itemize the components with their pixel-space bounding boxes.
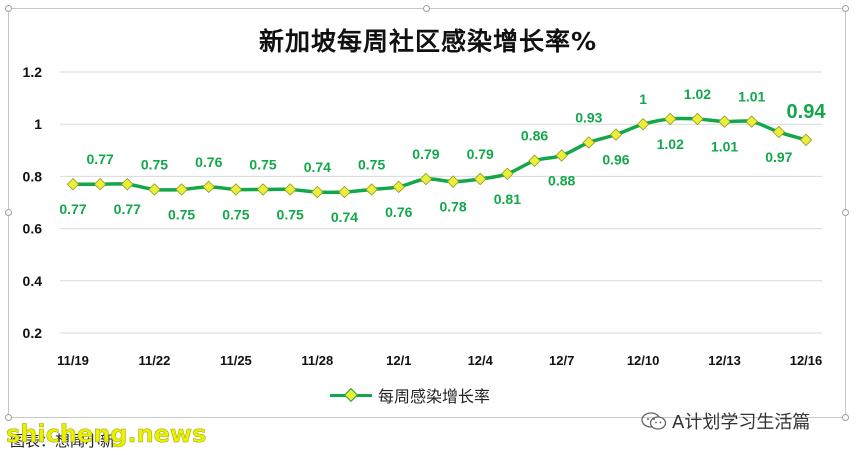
x-tick-label: 11/22: [139, 353, 171, 368]
data-label: 0.75: [222, 206, 249, 222]
x-tick-label: 11/28: [301, 353, 333, 368]
data-point-marker: [718, 115, 731, 128]
data-point-marker: [473, 172, 487, 186]
data-label: 0.78: [439, 199, 466, 215]
y-tick-label: 0.6: [23, 221, 43, 237]
y-tick-label: 1: [34, 116, 42, 132]
y-tick-label: 0.4: [23, 273, 43, 289]
data-point-marker: [311, 185, 324, 199]
data-point-marker: [148, 183, 161, 196]
data-point-marker: [745, 115, 758, 128]
data-point-marker: [93, 178, 107, 191]
data-label: 0.77: [87, 151, 114, 167]
series-line: [73, 116, 807, 195]
data-point-marker: [799, 133, 813, 147]
data-label: 1.01: [711, 139, 738, 155]
data-point-marker: [66, 178, 80, 191]
data-label: 0.74: [331, 209, 358, 225]
resize-handle-bottom-right[interactable]: [842, 414, 849, 421]
data-label: 0.81: [494, 191, 521, 207]
x-tick-label: 12/7: [549, 353, 574, 368]
x-tick-label: 11/19: [57, 353, 89, 368]
data-point-marker: [691, 112, 704, 126]
data-point-marker: [664, 112, 677, 126]
resize-handle-bottom-left[interactable]: [5, 414, 12, 421]
resize-handle-top-right[interactable]: [842, 5, 849, 12]
data-label: 0.75: [141, 156, 168, 172]
data-label: 0.76: [385, 204, 412, 220]
legend-label: 每周感染增长率: [378, 387, 491, 406]
data-label: 0.75: [358, 156, 385, 172]
data-point-marker: [256, 183, 270, 196]
data-label: 1.02: [684, 86, 711, 102]
data-point-marker: [229, 183, 243, 196]
data-label: 0.75: [168, 206, 195, 222]
data-point-marker: [636, 117, 650, 131]
y-tick-label: 0.2: [23, 325, 43, 341]
legend-line-swatch: [330, 387, 372, 402]
data-label: 0.86: [521, 128, 548, 144]
data-point-marker: [609, 128, 623, 141]
legend: 每周感染增长率: [330, 384, 490, 406]
x-tick-label: 12/1: [386, 353, 411, 368]
data-label: 1.01: [738, 89, 765, 105]
data-label: 0.77: [114, 201, 141, 217]
watermark-text: shicheng.news: [6, 420, 207, 449]
data-point-marker: [446, 175, 460, 188]
data-point-marker: [555, 149, 568, 162]
data-point-marker: [365, 183, 378, 196]
chart-title: 新加坡每周社区感染增长率%: [258, 27, 598, 56]
data-label: 0.75: [249, 156, 276, 172]
data-label: 0.77: [59, 201, 86, 217]
y-tick-label: 0.8: [23, 168, 43, 184]
data-label: 0.97: [765, 149, 792, 165]
data-label: 1.02: [657, 136, 684, 152]
data-point-marker: [528, 154, 541, 167]
resize-handle-right[interactable]: [842, 209, 849, 216]
account-name: A计划学习生活篇: [672, 412, 811, 433]
x-tick-label: 12/10: [627, 353, 660, 368]
resize-handle-top[interactable]: [423, 5, 430, 12]
x-tick-label: 11/25: [220, 353, 252, 368]
data-point-marker: [501, 167, 514, 181]
x-tick-label: 12/4: [468, 353, 494, 368]
data-point-marker: [582, 136, 596, 149]
data-label: 1: [639, 91, 647, 107]
account-badge: A计划学习生活篇: [640, 408, 810, 434]
data-label: 0.75: [277, 206, 304, 222]
data-label: 0.74: [304, 159, 331, 175]
legend-marker-swatch: [343, 387, 359, 402]
data-label: 0.96: [602, 152, 629, 168]
data-label: 0.88: [548, 173, 575, 189]
data-point-marker: [175, 183, 188, 196]
wechat-icon: [641, 412, 667, 430]
data-point-marker: [283, 183, 297, 196]
y-tick-label: 1.2: [23, 64, 43, 80]
data-point-marker: [121, 178, 134, 191]
data-point-marker: [338, 185, 351, 199]
data-label: 0.79: [467, 146, 494, 162]
chart-frame: [5, 5, 849, 421]
resize-handle-top-left[interactable]: [5, 5, 12, 12]
data-label: 0.94: [787, 101, 827, 123]
data-point-marker: [772, 125, 786, 139]
data-point-marker: [392, 180, 406, 194]
source-note: 图表：想闻小新: [10, 432, 116, 450]
data-point-marker: [419, 172, 433, 186]
data-label: 0.76: [195, 154, 222, 170]
resize-handle-left[interactable]: [5, 209, 12, 216]
data-label: 0.93: [575, 109, 602, 125]
data-label: 0.79: [412, 146, 439, 162]
data-point-marker: [202, 180, 215, 194]
x-tick-label: 12/13: [708, 353, 741, 368]
x-tick-label: 12/16: [790, 353, 823, 368]
